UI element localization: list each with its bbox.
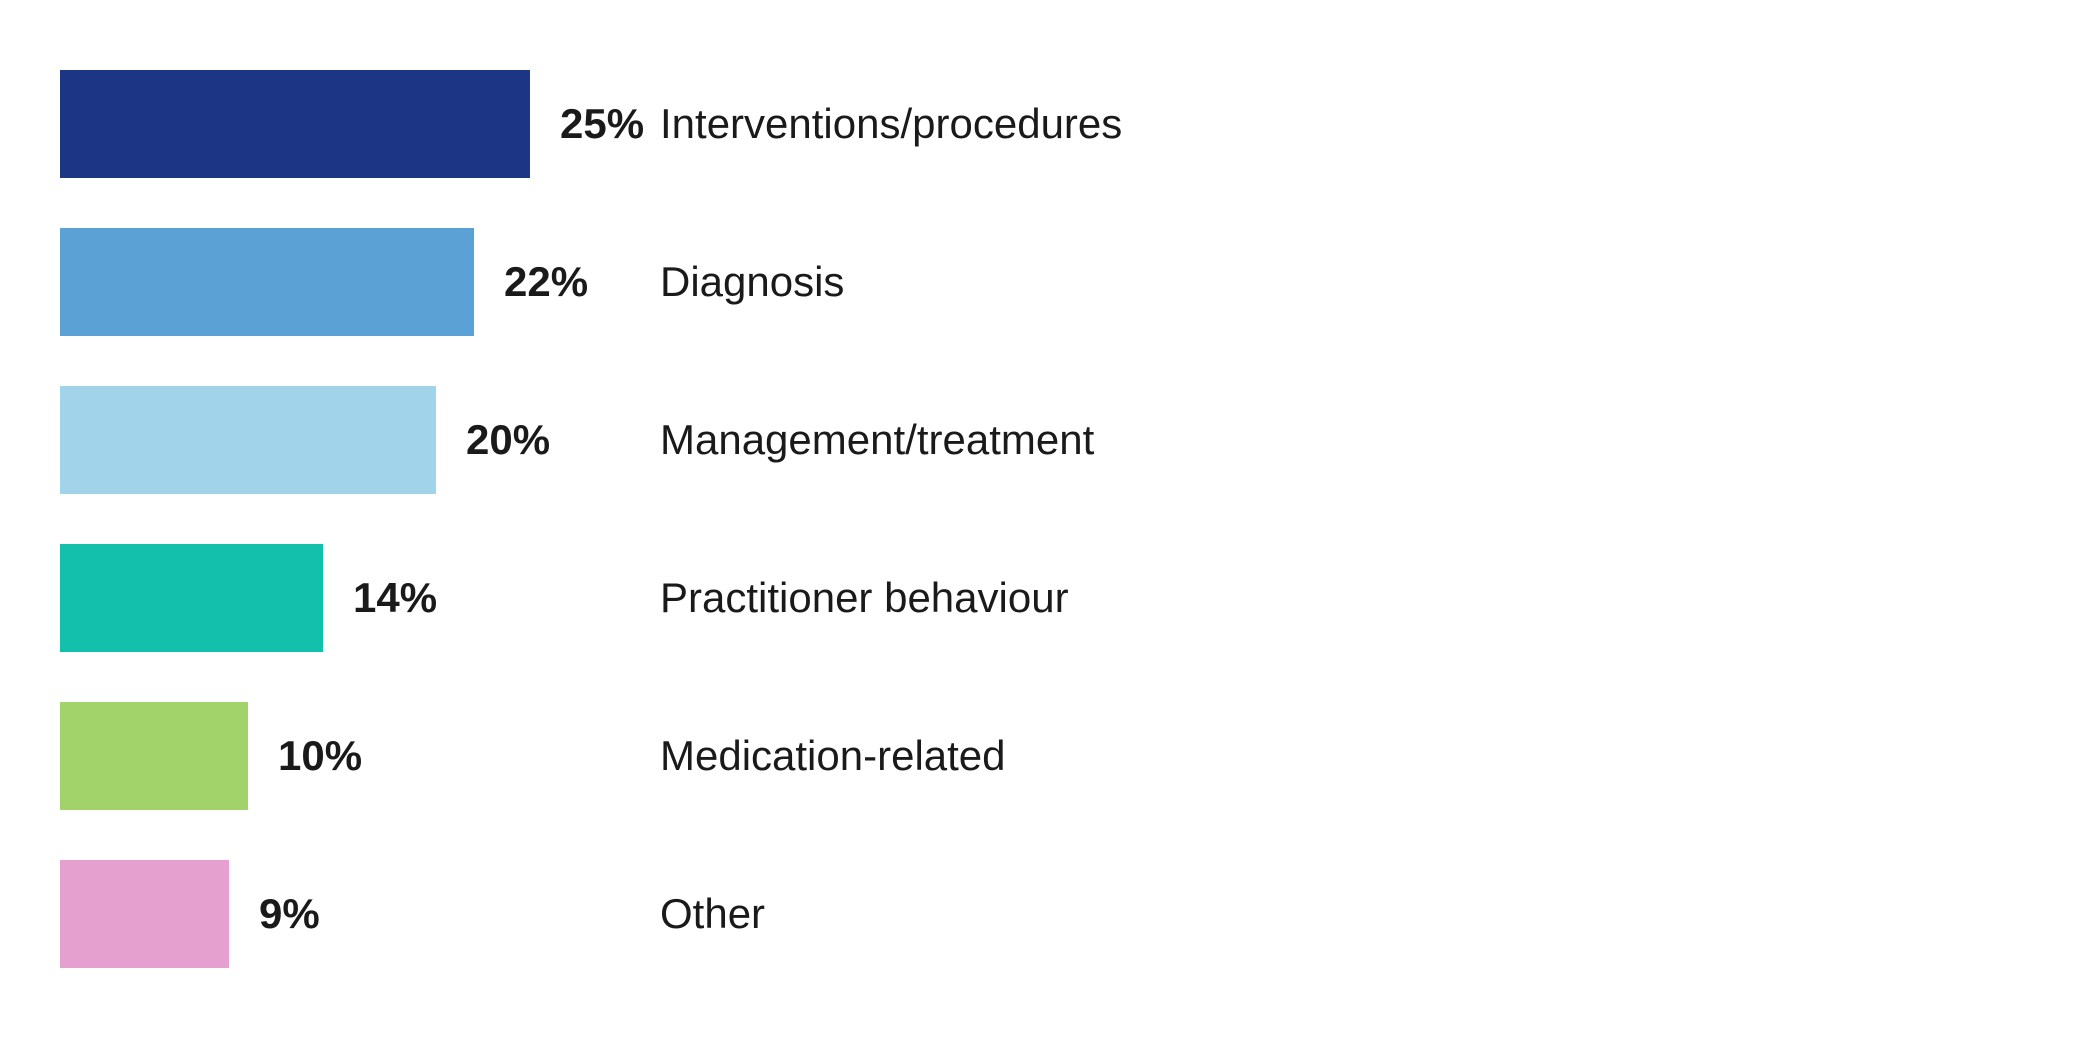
bar-value: 10% bbox=[278, 732, 362, 780]
chart-row: 14% Practitioner behaviour bbox=[60, 544, 2034, 652]
bar bbox=[60, 386, 436, 494]
bar bbox=[60, 228, 474, 336]
bar-track: 10% bbox=[60, 702, 620, 810]
bar-value: 20% bbox=[466, 416, 550, 464]
bar-track: 25% bbox=[60, 70, 620, 178]
chart-row: 10% Medication-related bbox=[60, 702, 2034, 810]
bar-value: 9% bbox=[259, 890, 320, 938]
bar bbox=[60, 860, 229, 968]
bar bbox=[60, 702, 248, 810]
bar-track: 20% bbox=[60, 386, 620, 494]
chart-row: 25% Interventions/procedures bbox=[60, 70, 2034, 178]
bar-track: 14% bbox=[60, 544, 620, 652]
bar-label: Diagnosis bbox=[660, 258, 844, 306]
bar-label: Management/treatment bbox=[660, 416, 1094, 464]
bar bbox=[60, 70, 530, 178]
chart-row: 20% Management/treatment bbox=[60, 386, 2034, 494]
bar-track: 22% bbox=[60, 228, 620, 336]
horizontal-bar-chart: 25%Interventions/procedures22%Diagnosis2… bbox=[0, 0, 2094, 1042]
bar-track: 9% bbox=[60, 860, 620, 968]
bar-label: Medication-related bbox=[660, 732, 1006, 780]
bar-value: 22% bbox=[504, 258, 588, 306]
chart-row: 9% Other bbox=[60, 860, 2034, 968]
bar-label: Practitioner behaviour bbox=[660, 574, 1069, 622]
bar-value: 14% bbox=[353, 574, 437, 622]
bar-value: 25% bbox=[560, 100, 644, 148]
bar bbox=[60, 544, 323, 652]
bar-label: Interventions/procedures bbox=[660, 100, 1122, 148]
bar-label: Other bbox=[660, 890, 765, 938]
chart-row: 22% Diagnosis bbox=[60, 228, 2034, 336]
